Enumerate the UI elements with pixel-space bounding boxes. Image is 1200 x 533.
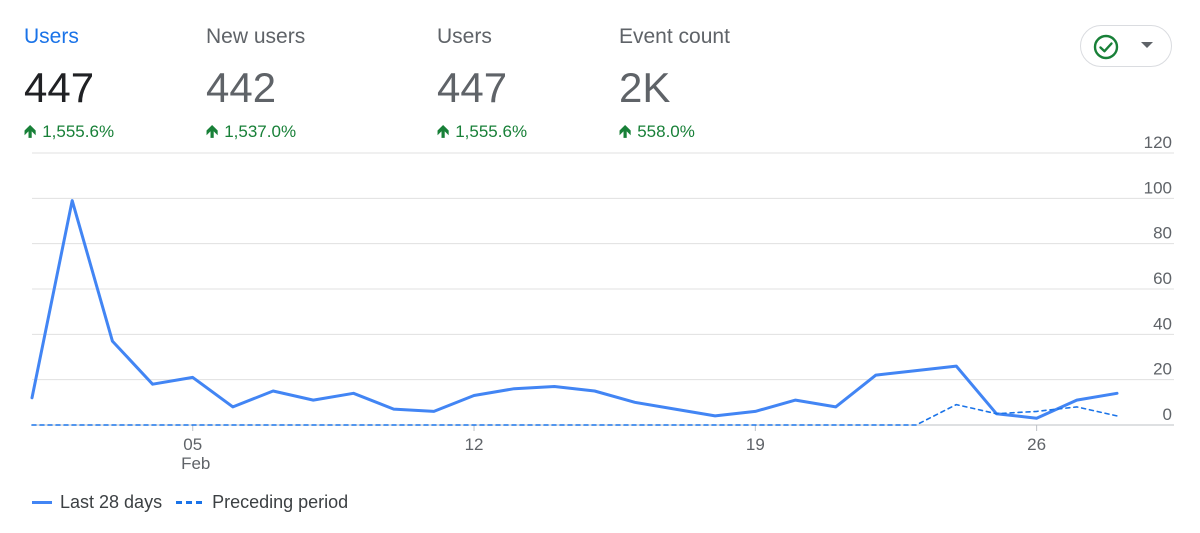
metric-label: Users [24,25,79,48]
legend-label: Preceding period [212,492,349,512]
y-tick-label: 80 [1153,224,1172,243]
series-line-last-28-days [30,199,1119,420]
y-tick-label: 120 [1144,133,1172,152]
metric-change-value: 558.0% [637,122,695,141]
metric-change-value: 1,555.6% [455,122,528,141]
metric-users-secondary[interactable]: Users 447 🡹 1,555.6% [437,22,527,144]
y-tick-label: 40 [1153,314,1172,333]
chart-legend: Last 28 days Preceding period [32,492,362,513]
metric-value: 447 [24,64,95,111]
x-tick-label: 05 [183,435,202,454]
status-dropdown-button[interactable] [1080,25,1172,67]
x-tick-label: 12 [465,435,484,454]
arrow-up-icon: 🡹 [619,122,632,141]
metric-change-value: 1,555.6% [42,122,115,141]
metric-label: Users [437,25,492,48]
y-tick-label: 0 [1163,405,1172,424]
metric-value: 442 [206,64,277,111]
metric-change: 🡹 1,555.6% [24,120,114,144]
legend-swatch-solid [32,501,52,504]
legend-item-last-28-days: Last 28 days [32,492,162,513]
metric-value: 447 [437,64,508,111]
metric-change: 🡹 1,555.6% [437,120,527,144]
metric-change: 🡹 1,537.0% [206,120,305,144]
metric-event-count[interactable]: Event count 2K 🡹 558.0% [619,22,730,144]
series-line-preceding-period [31,403,1118,426]
metric-label: New users [206,25,306,48]
arrow-up-icon: 🡹 [206,122,219,141]
x-tick-label: 26 [1027,435,1046,454]
y-tick-label: 100 [1144,178,1172,197]
metric-new-users[interactable]: New users 442 🡹 1,537.0% [206,22,305,144]
y-tick-label: 20 [1153,360,1172,379]
arrow-drop-down-icon [1141,42,1153,48]
metric-value: 2K [619,64,671,111]
metric-change: 🡹 558.0% [619,120,730,144]
legend-label: Last 28 days [60,492,163,512]
arrow-up-icon: 🡹 [437,122,450,141]
legend-swatch-dashed [176,501,203,504]
metric-users[interactable]: Users 447 🡹 1,555.6% [24,22,114,144]
metric-change-value: 1,537.0% [224,122,297,141]
arrow-up-icon: 🡹 [24,122,37,141]
x-tick-sublabel: Feb [181,454,210,473]
check-circle-icon [1093,34,1119,60]
metric-label: Event count [619,25,730,48]
x-tick-label: 19 [746,435,765,454]
legend-item-preceding-period: Preceding period [176,492,348,513]
y-tick-label: 60 [1153,269,1172,288]
